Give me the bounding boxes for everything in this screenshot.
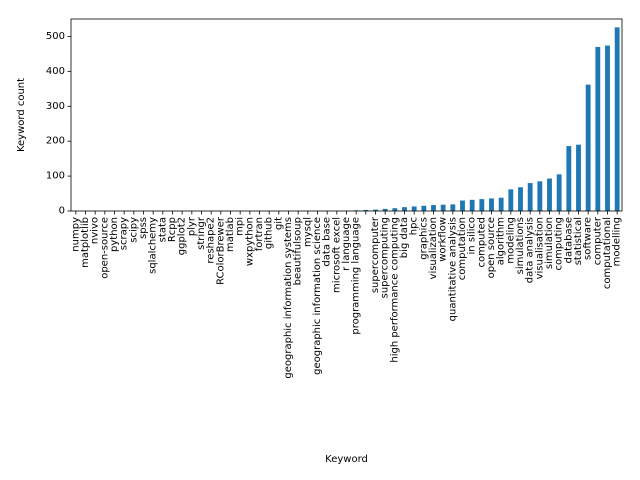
x-tick-label: fortran bbox=[254, 217, 265, 251]
x-tick-label: nvivo bbox=[90, 217, 101, 244]
bar bbox=[460, 200, 465, 211]
x-tick-label: modeling bbox=[505, 217, 516, 264]
y-tick-label: 400 bbox=[46, 66, 65, 77]
x-tick-label: open source bbox=[486, 217, 497, 278]
bar bbox=[585, 84, 591, 211]
x-tick-label: mysql bbox=[302, 217, 313, 247]
x-tick-label: microsoft excel bbox=[331, 217, 342, 293]
x-tick-label: open-source bbox=[99, 217, 110, 279]
x-tick-label: stringr bbox=[196, 216, 207, 250]
x-tick-label: git bbox=[273, 217, 284, 230]
bar bbox=[431, 205, 436, 211]
bar bbox=[469, 199, 475, 211]
y-axis: 0 100 200 300 400 500 bbox=[46, 31, 71, 217]
y-tick-label: 300 bbox=[46, 101, 65, 112]
bar bbox=[489, 198, 494, 211]
x-tick-label: spss bbox=[138, 217, 149, 239]
bar bbox=[392, 208, 398, 211]
x-tick-label: computer bbox=[592, 216, 603, 265]
x-tick-label: plyr bbox=[186, 216, 197, 236]
x-tick-label: simulation bbox=[544, 217, 555, 269]
bar bbox=[498, 197, 504, 211]
x-tick-label: high performance computing bbox=[389, 217, 400, 363]
x-tick-label: computational bbox=[602, 217, 613, 289]
x-tick-label: visualisation bbox=[534, 217, 545, 279]
x-tick-label: mpi bbox=[235, 217, 246, 236]
x-tick-label: reshape2 bbox=[206, 217, 217, 264]
x-tick-label: statistical bbox=[573, 217, 584, 265]
x-tick-label: Rcpp bbox=[167, 217, 178, 242]
x-tick-label: supercomputing bbox=[380, 217, 391, 298]
x-tick-label: r language bbox=[341, 217, 352, 271]
y-tick-label: 100 bbox=[46, 171, 65, 182]
bars-group bbox=[344, 27, 620, 212]
bar bbox=[382, 208, 388, 211]
x-tick-label: software bbox=[583, 217, 594, 260]
x-axis-title: Keyword bbox=[325, 454, 368, 465]
bar bbox=[527, 183, 533, 211]
x-tick-label: geographic information science bbox=[312, 217, 323, 375]
x-tick-label: data base bbox=[322, 217, 333, 267]
x-tick-label: beautifulsoup bbox=[293, 217, 304, 285]
x-tick-label: computing bbox=[554, 217, 565, 270]
x-tick-label: scipy bbox=[128, 217, 139, 243]
x-tick-label: database bbox=[563, 217, 574, 263]
plot-frame bbox=[70, 18, 623, 212]
bar bbox=[576, 144, 581, 211]
x-tick-label: algorithm bbox=[496, 217, 507, 265]
bar bbox=[518, 187, 523, 211]
bar bbox=[508, 189, 514, 211]
x-tick-label: big data bbox=[399, 217, 410, 258]
bar bbox=[556, 174, 562, 211]
bar bbox=[566, 146, 572, 211]
x-tick-label: sqlalchemy bbox=[148, 217, 159, 274]
bar bbox=[421, 205, 427, 211]
x-tick-label: scrapy bbox=[119, 217, 130, 250]
bar bbox=[614, 27, 620, 212]
x-tick-label: computed bbox=[476, 217, 487, 267]
x-tick-label: ggplot2 bbox=[177, 217, 188, 255]
x-tick-label: python bbox=[109, 217, 120, 252]
x-tick-label: workflow bbox=[438, 217, 449, 262]
x-tick-label: programming language bbox=[351, 217, 362, 335]
bar bbox=[605, 45, 610, 211]
x-tick-label: stata bbox=[157, 217, 168, 242]
x-tick-label: supercomputer bbox=[370, 216, 381, 293]
bar bbox=[373, 209, 378, 211]
y-tick-label: 200 bbox=[46, 136, 65, 147]
bar bbox=[547, 178, 552, 211]
x-tick-label: data analysis bbox=[525, 217, 536, 283]
x-tick-label: matlab bbox=[225, 217, 236, 252]
x-tick-label: matplotlib bbox=[80, 217, 91, 268]
x-tick-label: computation bbox=[457, 217, 468, 280]
bar bbox=[363, 209, 369, 211]
x-tick-label: quantitative analysis bbox=[447, 217, 458, 321]
x-tick-label: RColorBrewer bbox=[215, 216, 226, 285]
x-tick-label: visualization bbox=[428, 217, 439, 279]
x-tick-label: graphics bbox=[418, 217, 429, 260]
x-tick-label: modelling bbox=[612, 217, 623, 266]
bar bbox=[411, 206, 417, 211]
y-tick-label: 500 bbox=[46, 31, 65, 42]
x-tick-label: wxpython bbox=[244, 217, 255, 266]
x-tick-label: simulations bbox=[515, 217, 526, 274]
bar bbox=[440, 204, 446, 211]
x-tick-label: github bbox=[264, 217, 275, 249]
bar bbox=[402, 207, 407, 211]
x-tick-label: numpy bbox=[70, 217, 81, 252]
bar bbox=[595, 46, 601, 211]
y-axis-title: Keyword count bbox=[16, 78, 27, 152]
x-tick-label: in silico bbox=[467, 217, 478, 254]
y-tick-label: 0 bbox=[59, 206, 65, 217]
x-tick-label: hpc bbox=[409, 217, 420, 235]
bar bbox=[537, 181, 543, 211]
x-axis: numpymatplotlibnvivoopen-sourcepythonscr… bbox=[70, 211, 623, 379]
bar bbox=[450, 204, 456, 211]
x-tick-label: geographic information systems bbox=[283, 217, 294, 379]
bar bbox=[479, 199, 485, 211]
